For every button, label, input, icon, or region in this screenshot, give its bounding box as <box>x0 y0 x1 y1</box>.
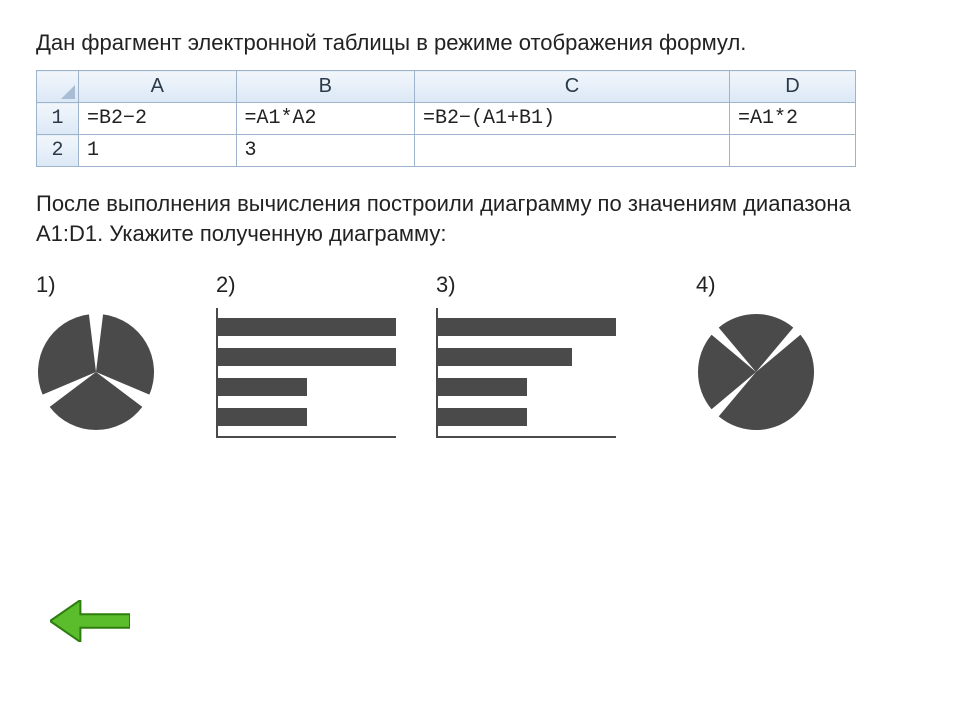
page-heading: Дан фрагмент электронной таблицы в режим… <box>36 30 924 56</box>
col-header-D[interactable]: D <box>729 71 855 103</box>
cell-D1[interactable]: =A1*2 <box>729 103 855 135</box>
option-label-4: 4) <box>696 272 816 298</box>
col-header-A[interactable]: A <box>79 71 237 103</box>
cell-D2[interactable] <box>729 135 855 167</box>
cell-C1[interactable]: =B2−(A1+B1) <box>414 103 729 135</box>
question-text: После выполнения вычисления построили ди… <box>36 189 924 248</box>
cell-A1[interactable]: =B2−2 <box>79 103 237 135</box>
cell-C2[interactable] <box>414 135 729 167</box>
spreadsheet: ABCD 1=B2−2=A1*A2=B2−(A1+B1)=A1*2213 <box>36 70 856 167</box>
option-chart-4[interactable] <box>696 312 816 437</box>
col-header-C[interactable]: C <box>414 71 729 103</box>
option-chart-2[interactable] <box>216 308 396 438</box>
cell-A2[interactable]: 1 <box>79 135 237 167</box>
option-chart-3[interactable] <box>436 308 616 438</box>
cell-B1[interactable]: =A1*A2 <box>236 103 414 135</box>
option-label-2: 2) <box>216 272 396 298</box>
answer-options: 1) 2) 3) 4) <box>36 272 916 462</box>
option-label-3: 3) <box>436 272 616 298</box>
option-chart-1[interactable] <box>36 312 156 437</box>
row-header-2[interactable]: 2 <box>37 135 79 167</box>
col-header-B[interactable]: B <box>236 71 414 103</box>
cell-B2[interactable]: 3 <box>236 135 414 167</box>
select-all-corner[interactable] <box>37 71 79 103</box>
option-label-1: 1) <box>36 272 156 298</box>
row-header-1[interactable]: 1 <box>37 103 79 135</box>
back-arrow-button[interactable] <box>50 600 130 647</box>
